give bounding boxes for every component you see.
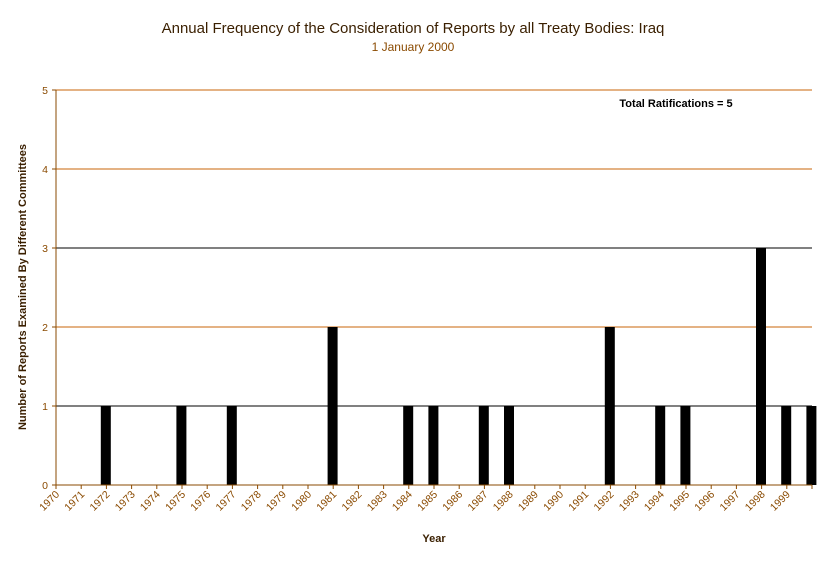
x-tick-label: 1983 [365,489,390,514]
x-tick-label: 1991 [566,489,591,514]
axes [52,89,813,489]
x-axis-label: Year [422,533,446,545]
x-tick-label: 1994 [642,489,667,514]
bar-1998 [781,406,792,485]
x-tick-label: 1979 [264,489,289,514]
x-tick-label: 1997 [718,489,743,514]
y-tick-label: 2 [42,322,48,334]
bar-1976 [226,406,237,485]
x-tick-label: 1980 [289,489,314,514]
x-tick-label: 1988 [491,489,516,514]
x-tick-label: 1973 [113,489,138,514]
x-tick-label: 1999 [768,489,793,514]
bar-1993 [655,406,666,485]
bar-1999 [806,406,817,485]
x-tick-label: 1976 [188,489,213,514]
bar-1994 [680,406,691,485]
chart-title: Annual Frequency of the Consideration of… [162,20,665,37]
y-tick-label: 0 [42,480,48,492]
bar-1997 [756,248,766,485]
x-tick-label: 1989 [516,489,541,514]
bar-1991 [604,327,615,485]
bar-1986 [478,406,489,485]
x-tick-label: 1970 [37,489,62,514]
chart-subtitle: 1 January 2000 [372,40,455,54]
y-tick-label: 4 [42,164,48,176]
x-tick-label: 1985 [415,489,440,514]
x-tick-label: 1978 [239,489,264,514]
x-tick-label: 1990 [541,489,566,514]
x-tick-label: 1982 [340,489,365,514]
bar-1971 [100,406,111,485]
x-tick-label: 1998 [743,489,768,514]
x-tick-label: 1975 [163,489,188,514]
x-tick-label: 1974 [138,489,163,514]
x-tick-label: 1981 [314,489,339,514]
x-tick-label: 1971 [62,489,87,514]
bar-1980 [327,327,338,485]
x-tick-label: 1995 [667,489,692,514]
y-tick-label: 5 [42,85,48,97]
y-axis-label: Number of Reports Examined By Different … [17,144,29,430]
x-tick-label: 1986 [440,489,465,514]
bar-1983 [403,406,414,485]
bar-1984 [428,406,439,485]
x-tick-label: 1972 [88,489,113,514]
y-tick-label: 3 [42,243,48,255]
x-tick-label: 1993 [617,489,642,514]
bars [100,248,817,485]
y-tick-labels: 0 1 2 3 4 5 [42,85,48,492]
x-tick-label: 1992 [592,489,617,514]
bar-1987 [504,406,514,485]
x-tick-label: 1987 [466,489,491,514]
x-tick-label: 1984 [390,489,415,514]
total-ratifications-annotation: Total Ratifications = 5 [619,98,732,110]
x-tick-labels: 1970 1971 1972 1973 1974 1975 1976 1977 1978 1979… [37,489,793,514]
x-tick-label: 1996 [692,489,717,514]
x-tick-label: 1977 [214,489,239,514]
y-tick-label: 1 [42,401,48,413]
bar-1974 [176,406,187,485]
gridlines [56,89,812,407]
